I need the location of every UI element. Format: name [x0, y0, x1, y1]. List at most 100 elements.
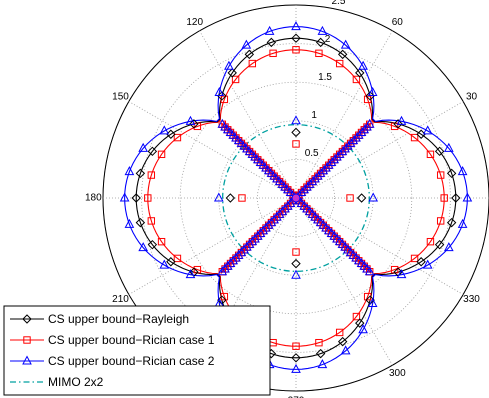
angular-gridline — [128, 101, 297, 199]
radial-gridline — [256, 158, 335, 237]
diagonal-marker — [280, 181, 290, 191]
series-marker — [244, 49, 255, 60]
series-marker — [340, 345, 351, 355]
diagonal-marker — [296, 186, 307, 197]
diagonal-marker — [299, 184, 310, 194]
angle-tick-label: 60 — [392, 17, 404, 28]
diagonal-marker — [285, 186, 296, 197]
series-marker — [436, 171, 445, 179]
series-marker — [291, 363, 301, 373]
diagonal-marker — [343, 140, 353, 150]
center-marker — [225, 193, 236, 203]
angle-tick-label: 120 — [186, 17, 203, 28]
diagonal-marker — [307, 176, 318, 186]
series-marker — [434, 239, 445, 250]
angular-gridline — [199, 30, 297, 199]
series-marker — [422, 125, 433, 135]
diagonal-marker — [274, 176, 285, 186]
radial-tick-label: 1 — [311, 110, 317, 121]
radial-tick-label: 0.5 — [305, 148, 319, 159]
series-marker — [227, 68, 237, 78]
series-line — [135, 37, 457, 359]
series-marker — [451, 193, 461, 203]
series-marker — [358, 324, 368, 334]
series-marker — [352, 312, 361, 321]
angle-tick-label: 90 — [290, 0, 302, 1]
series-line — [147, 49, 445, 347]
center-marker — [291, 127, 301, 138]
center-marker — [213, 192, 224, 202]
center-marker — [346, 194, 354, 202]
diagonal-marker — [277, 178, 288, 188]
center-marker — [356, 193, 367, 203]
series-marker — [315, 338, 323, 347]
center-marker — [291, 269, 301, 279]
series-marker — [231, 75, 240, 84]
series-marker — [119, 192, 130, 202]
series-marker — [396, 269, 407, 279]
series-marker — [135, 217, 146, 228]
diagonal-marker — [329, 154, 340, 164]
angle-tick-label: 330 — [463, 294, 480, 305]
series-marker — [416, 257, 426, 267]
series-marker — [422, 259, 433, 269]
diagonal-marker — [242, 143, 252, 153]
diagonal-marker — [231, 132, 241, 142]
angle-tick-label: 180 — [85, 193, 102, 204]
series-marker — [147, 217, 156, 225]
series-marker — [173, 254, 182, 263]
diagonal-marker — [239, 140, 249, 150]
series-marker — [159, 259, 170, 269]
series-marker — [224, 60, 234, 70]
series-marker — [292, 342, 300, 350]
series-marker — [185, 269, 196, 279]
series-marker — [264, 25, 275, 35]
series-marker — [340, 39, 351, 49]
legend-box — [3, 305, 271, 396]
diagonal-marker — [282, 184, 293, 194]
series-marker — [144, 194, 152, 202]
legend-label: CS upper bound−Rayleigh — [48, 312, 189, 326]
series-marker — [131, 193, 141, 203]
angle-tick-label: 300 — [389, 368, 406, 379]
series-marker — [217, 91, 227, 101]
series-marker — [266, 37, 277, 48]
diagonal-marker — [266, 167, 277, 177]
series-marker — [367, 86, 378, 96]
series-marker — [337, 336, 348, 347]
legend: CS upper bound−Rayleigh CS upper bound−Ri… — [3, 305, 271, 396]
series-marker — [189, 119, 199, 129]
diagonal-marker — [247, 148, 258, 158]
diagonal-marker — [345, 137, 356, 147]
center-point — [291, 193, 301, 203]
diagonal-marker — [364, 266, 375, 276]
series-marker — [443, 142, 454, 152]
series-marker — [291, 353, 301, 363]
diagonal-marker — [222, 124, 233, 134]
series-marker — [355, 68, 365, 78]
series-marker — [457, 218, 468, 228]
diagonal-marker — [362, 121, 372, 131]
series-marker — [138, 142, 149, 152]
angle-tick-label: 30 — [466, 91, 478, 102]
diagonal-marker — [217, 266, 228, 276]
diagonal-marker — [323, 159, 334, 169]
diagonal-marker — [220, 121, 230, 131]
diagonal-marker — [348, 135, 359, 145]
series-marker — [315, 348, 326, 359]
series-marker — [291, 33, 301, 43]
legend-label: CS upper bound−Rician case 2 — [48, 354, 215, 368]
series-marker — [166, 257, 176, 267]
center-marker — [291, 115, 301, 125]
radial-gridline — [141, 43, 451, 353]
center-marker — [291, 258, 301, 269]
diagonal-marker — [258, 159, 269, 169]
series-marker — [185, 115, 196, 125]
series-marker — [393, 119, 403, 129]
series-marker — [457, 166, 468, 176]
radial-gridline — [218, 120, 374, 276]
radial-gridline — [179, 81, 413, 315]
legend-marker — [23, 336, 31, 344]
series-marker — [335, 328, 344, 337]
